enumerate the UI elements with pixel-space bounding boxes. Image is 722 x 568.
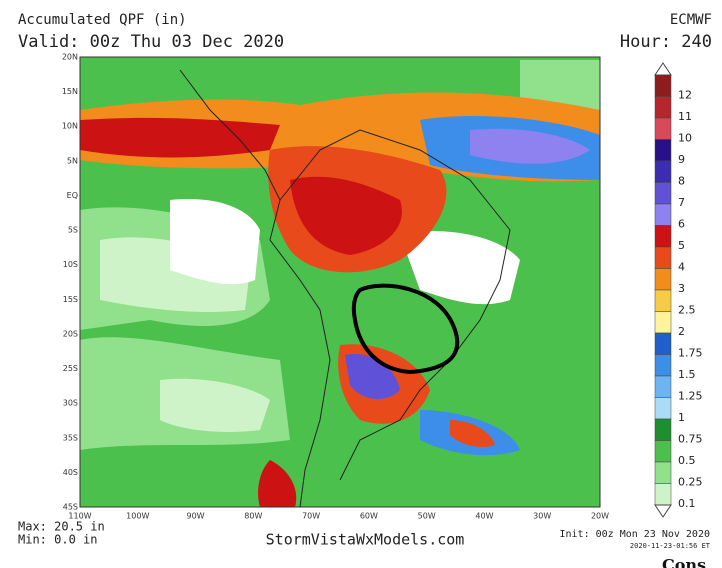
legend-swatch (654, 483, 672, 506)
legend-swatch (654, 375, 672, 398)
legend-label: 1.25 (678, 390, 703, 403)
legend-label: 10 (678, 132, 692, 145)
legend-swatch (654, 74, 672, 97)
lon-label: 70W (302, 512, 320, 521)
legend-swatch (654, 268, 672, 291)
lat-label: 15S (63, 295, 78, 304)
lat-label: 5S (68, 226, 78, 235)
legend-label: 1 (678, 411, 685, 424)
lon-label: 60W (360, 512, 378, 521)
lon-label: 90W (187, 512, 205, 521)
site: StormVistaWxModels.com (266, 531, 465, 549)
legend-swatch (654, 397, 672, 420)
legend-label: 4 (678, 261, 685, 274)
lon-label: 20W (591, 512, 609, 521)
legend-swatch (654, 246, 672, 269)
title: Accumulated QPF (in) (18, 12, 187, 28)
legend-swatch (654, 182, 672, 205)
legend-swatch (654, 311, 672, 334)
legend-label: 7 (678, 196, 685, 209)
lat-label: EQ (67, 191, 78, 200)
model: ECMWF (670, 12, 712, 28)
legend-swatch (654, 289, 672, 312)
timestamp: 2020-11-23-01:56 ET (630, 542, 711, 550)
legend-label: 3 (678, 282, 685, 295)
lon-label: 50W (418, 512, 436, 521)
legend-swatch (654, 354, 672, 377)
legend-label: 9 (678, 153, 685, 166)
lon-label: 40W (475, 512, 493, 521)
lon-label: 110W (68, 512, 91, 521)
lat-label: 40S (63, 468, 78, 477)
init-time: Init: 00z Mon 23 Nov 2020 (559, 529, 710, 540)
lat-label: 25S (63, 364, 78, 373)
legend-label: 0.25 (678, 476, 703, 489)
lat-label: 10N (62, 122, 78, 131)
legend-label: 1.75 (678, 347, 703, 360)
max-value: Max: 20.5 in (18, 520, 105, 534)
cropped-text: Cons (662, 556, 706, 568)
lat-label: 20S (63, 329, 78, 338)
legend-swatch (654, 139, 672, 162)
legend-swatch (654, 461, 672, 484)
legend-swatch (654, 225, 672, 248)
lon-label: 100W (126, 512, 149, 521)
lat-label: 10S (63, 260, 78, 269)
legend-label: 5 (678, 239, 685, 252)
min-value: Min: 0.0 in (18, 533, 97, 547)
legend-label: 6 (678, 218, 685, 231)
lon-label: 80W (244, 512, 262, 521)
legend-label: 1.5 (678, 368, 696, 381)
lat-label: 35S (63, 433, 78, 442)
legend-label: 11 (678, 110, 692, 123)
lat-label: 5N (67, 156, 78, 165)
legend-swatch (654, 418, 672, 441)
legend-label: 8 (678, 175, 685, 188)
legend-label: 2 (678, 325, 685, 338)
legend-label: 12 (678, 89, 692, 102)
map (79, 56, 601, 508)
lon-label: 30W (533, 512, 551, 521)
lat-label: 15N (62, 87, 78, 96)
legend-swatch (654, 203, 672, 226)
legend-arrow-bottom (654, 504, 672, 518)
legend-swatch (654, 440, 672, 463)
legend-swatch (654, 332, 672, 355)
valid-time: Valid: 00z Thu 03 Dec 2020 (18, 32, 284, 52)
legend-label: 0.1 (678, 497, 696, 510)
lat-label: 30S (63, 399, 78, 408)
lat-label: 45S (63, 503, 78, 512)
legend-swatch (654, 117, 672, 140)
legend-swatch (654, 96, 672, 119)
lat-label: 20N (62, 53, 78, 62)
legend-arrow-top (654, 62, 672, 76)
legend-label: 0.5 (678, 454, 696, 467)
legend-swatch (654, 160, 672, 183)
hour: Hour: 240 (620, 32, 712, 52)
legend-label: 0.75 (678, 433, 703, 446)
legend-label: 2.5 (678, 304, 696, 317)
